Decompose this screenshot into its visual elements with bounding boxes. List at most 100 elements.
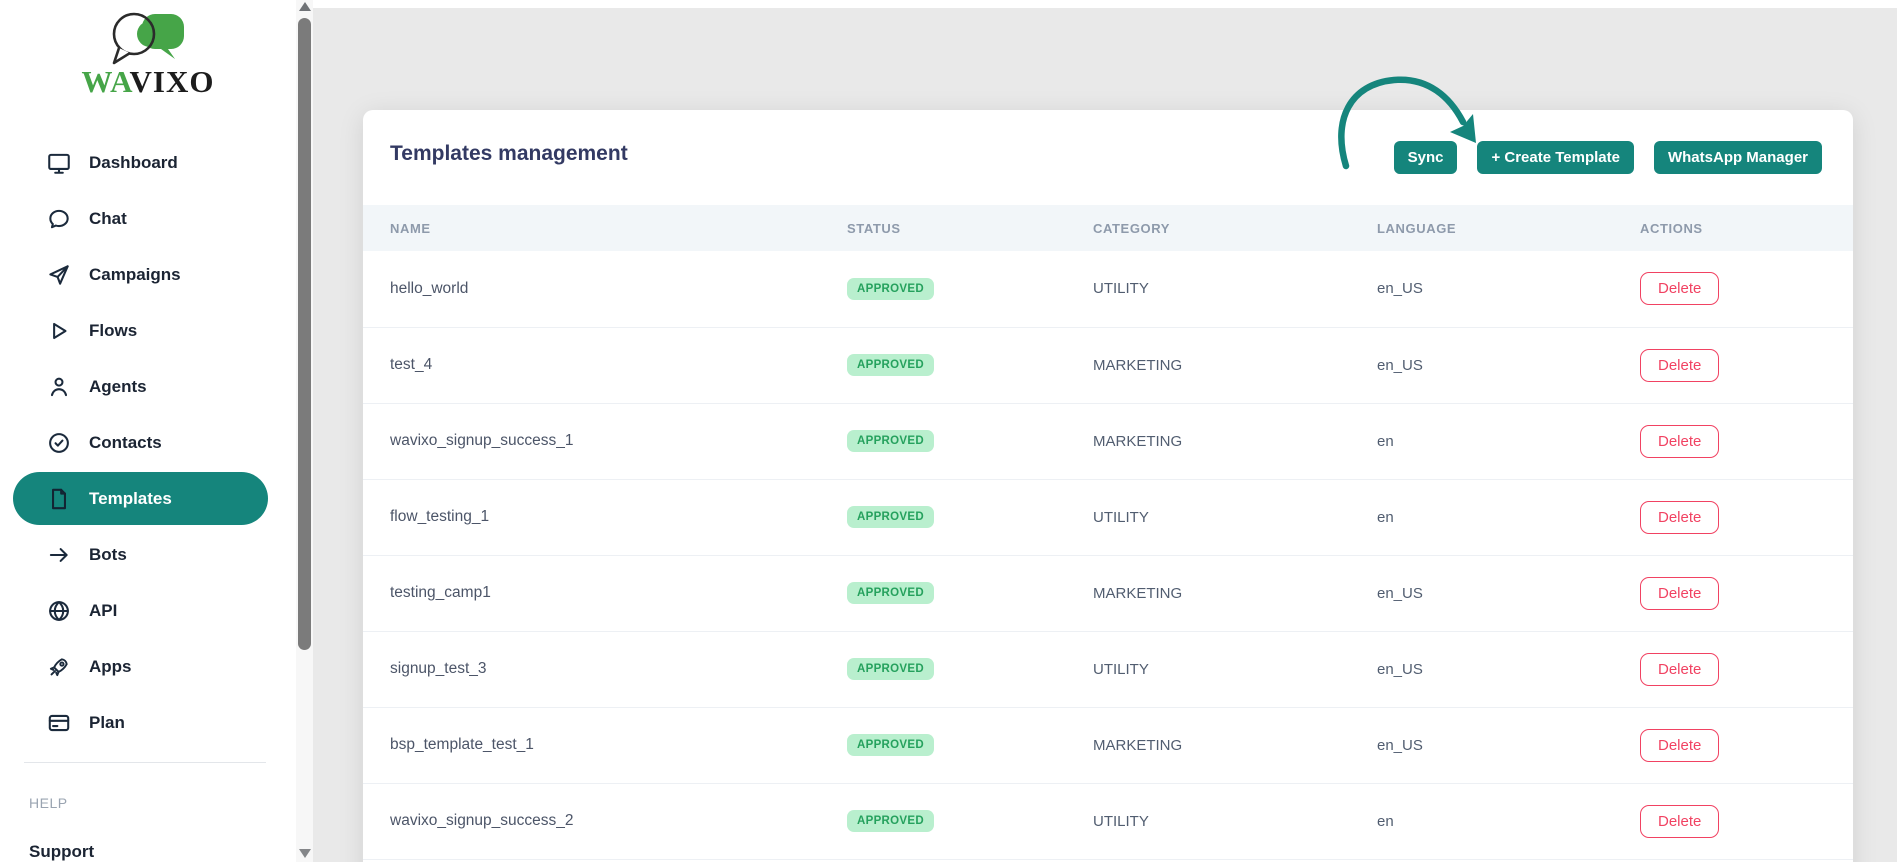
template-category: UTILITY xyxy=(1093,251,1377,328)
sidebar-item-label: Campaigns xyxy=(89,265,181,284)
template-language: en_US xyxy=(1377,555,1640,632)
template-language: en_US xyxy=(1377,327,1640,404)
sidebar-item-label: Apps xyxy=(89,657,132,676)
template-name: signup_test_3 xyxy=(363,631,847,708)
brand-logo: WAVIXO xyxy=(0,10,296,100)
template-name: flow_testing_1 xyxy=(363,479,847,556)
play-icon xyxy=(53,322,67,340)
template-language: en xyxy=(1377,403,1640,480)
monitor-icon xyxy=(48,153,70,174)
scrollbar-up-arrow-icon[interactable] xyxy=(299,2,311,11)
template-category: MARKETING xyxy=(1093,555,1377,632)
scrollbar-thumb[interactable] xyxy=(298,18,311,650)
template-category: MARKETING xyxy=(1093,403,1377,480)
status-badge: APPROVED xyxy=(847,354,934,376)
sidebar-item-dashboard[interactable]: Dashboard xyxy=(0,135,296,191)
create-template-button[interactable]: + Create Template xyxy=(1477,141,1634,174)
user-icon xyxy=(50,377,68,397)
template-name: wavixo_signup_success_2 xyxy=(363,783,847,860)
delete-button[interactable]: Delete xyxy=(1640,728,1720,762)
status-badge: APPROVED xyxy=(847,810,934,832)
template-category: MARKETING xyxy=(1093,707,1377,784)
sidebar: WAVIXO Dashboard Chat Campaigns xyxy=(0,0,296,862)
templates-table-body: hello_world APPROVED UTILITY en_US Delet… xyxy=(363,251,1853,860)
card-header: Templates management Sync + Create Templ… xyxy=(363,76,1853,205)
column-header-actions: ACTIONS xyxy=(1640,205,1853,251)
table-row: flow_testing_1 APPROVED UTILITY en Delet… xyxy=(363,479,1853,556)
sidebar-item-label: Chat xyxy=(89,209,127,228)
badge-check-icon xyxy=(49,433,69,453)
status-badge: APPROVED xyxy=(847,734,934,756)
credit-card-icon xyxy=(48,714,70,732)
sidebar-item-label: Templates xyxy=(89,488,172,508)
sidebar-item-label: Bots xyxy=(89,545,127,564)
sidebar-item-campaigns[interactable]: Campaigns xyxy=(0,247,296,303)
sidebar-item-label: Contacts xyxy=(89,433,162,452)
sidebar-item-bots[interactable]: Bots xyxy=(0,527,296,583)
sidebar-item-plan[interactable]: Plan xyxy=(0,695,296,751)
sidebar-item-templates[interactable]: Templates xyxy=(13,472,268,525)
file-icon xyxy=(52,488,66,509)
table-row: bsp_template_test_1 APPROVED MARKETING e… xyxy=(363,707,1853,784)
template-language: en xyxy=(1377,783,1640,860)
sidebar-item-contacts[interactable]: Contacts xyxy=(0,415,296,471)
template-name: wavixo_signup_success_1 xyxy=(363,403,847,480)
delete-button[interactable]: Delete xyxy=(1640,348,1720,382)
table-row: test_4 APPROVED MARKETING en_US Delete xyxy=(363,327,1853,404)
table-row: wavixo_signup_success_1 APPROVED MARKETI… xyxy=(363,403,1853,480)
sidebar-item-label: Agents xyxy=(89,377,147,396)
table-row: hello_world APPROVED UTILITY en_US Delet… xyxy=(363,251,1853,328)
column-header-category: CATEGORY xyxy=(1093,205,1377,251)
vertical-scrollbar[interactable] xyxy=(296,0,313,862)
sidebar-item-apps[interactable]: Apps xyxy=(0,639,296,695)
status-badge: APPROVED xyxy=(847,277,934,300)
template-category: UTILITY xyxy=(1093,479,1377,556)
template-language: en_US xyxy=(1377,251,1640,328)
sidebar-item-label: Dashboard xyxy=(89,153,178,172)
sidebar-item-agents[interactable]: Agents xyxy=(0,359,296,415)
delete-button[interactable]: Delete xyxy=(1640,500,1720,534)
sidebar-item-support[interactable]: Support xyxy=(29,842,95,861)
template-language: en_US xyxy=(1377,631,1640,708)
delete-button[interactable]: Delete xyxy=(1640,272,1720,306)
sidebar-item-chat[interactable]: Chat xyxy=(0,191,296,247)
sync-button[interactable]: Sync xyxy=(1393,141,1458,174)
scrollbar-down-arrow-icon[interactable] xyxy=(299,849,311,858)
whatsapp-manager-button[interactable]: WhatsApp Manager xyxy=(1653,141,1822,174)
column-header-status: STATUS xyxy=(847,205,1093,251)
table-row: signup_test_3 APPROVED UTILITY en_US Del… xyxy=(363,631,1853,708)
template-name: bsp_template_test_1 xyxy=(363,707,847,784)
template-name: testing_camp1 xyxy=(363,555,847,632)
status-badge: APPROVED xyxy=(847,506,934,528)
delete-button[interactable]: Delete xyxy=(1640,652,1720,686)
globe-icon xyxy=(49,601,69,621)
status-badge: APPROVED xyxy=(847,430,934,452)
template-category: MARKETING xyxy=(1093,327,1377,404)
templates-table: NAME STATUS CATEGORY LANGUAGE ACTIONS he… xyxy=(363,205,1853,860)
sidebar-divider xyxy=(24,762,266,763)
sidebar-item-label: Plan xyxy=(89,713,125,732)
table-header-row: NAME STATUS CATEGORY LANGUAGE ACTIONS xyxy=(363,205,1853,251)
table-row: wavixo_signup_success_2 APPROVED UTILITY… xyxy=(363,783,1853,860)
templates-card: Templates management Sync + Create Templ… xyxy=(363,76,1853,862)
brand-wordmark: WAVIXO xyxy=(81,64,215,99)
chat-bubble-icon xyxy=(49,209,69,229)
rocket-icon xyxy=(49,658,68,677)
delete-button[interactable]: Delete xyxy=(1640,576,1720,610)
main-content: Templates management Sync + Create Templ… xyxy=(313,8,1897,862)
sidebar-nav: Dashboard Chat Campaigns Flows xyxy=(0,135,296,751)
status-badge: APPROVED xyxy=(847,582,934,604)
status-badge: APPROVED xyxy=(847,658,934,680)
table-row: testing_camp1 APPROVED MARKETING en_US D… xyxy=(363,555,1853,632)
help-section-label: HELP xyxy=(29,795,68,811)
arrow-right-icon xyxy=(49,548,68,562)
sidebar-item-flows[interactable]: Flows xyxy=(0,303,296,359)
sidebar-item-label: Flows xyxy=(89,321,138,340)
column-header-name: NAME xyxy=(363,205,847,251)
delete-button[interactable]: Delete xyxy=(1640,424,1720,458)
sidebar-item-label: API xyxy=(89,601,118,620)
sidebar-item-api[interactable]: API xyxy=(0,583,296,639)
send-icon xyxy=(49,265,69,285)
delete-button[interactable]: Delete xyxy=(1640,804,1720,838)
